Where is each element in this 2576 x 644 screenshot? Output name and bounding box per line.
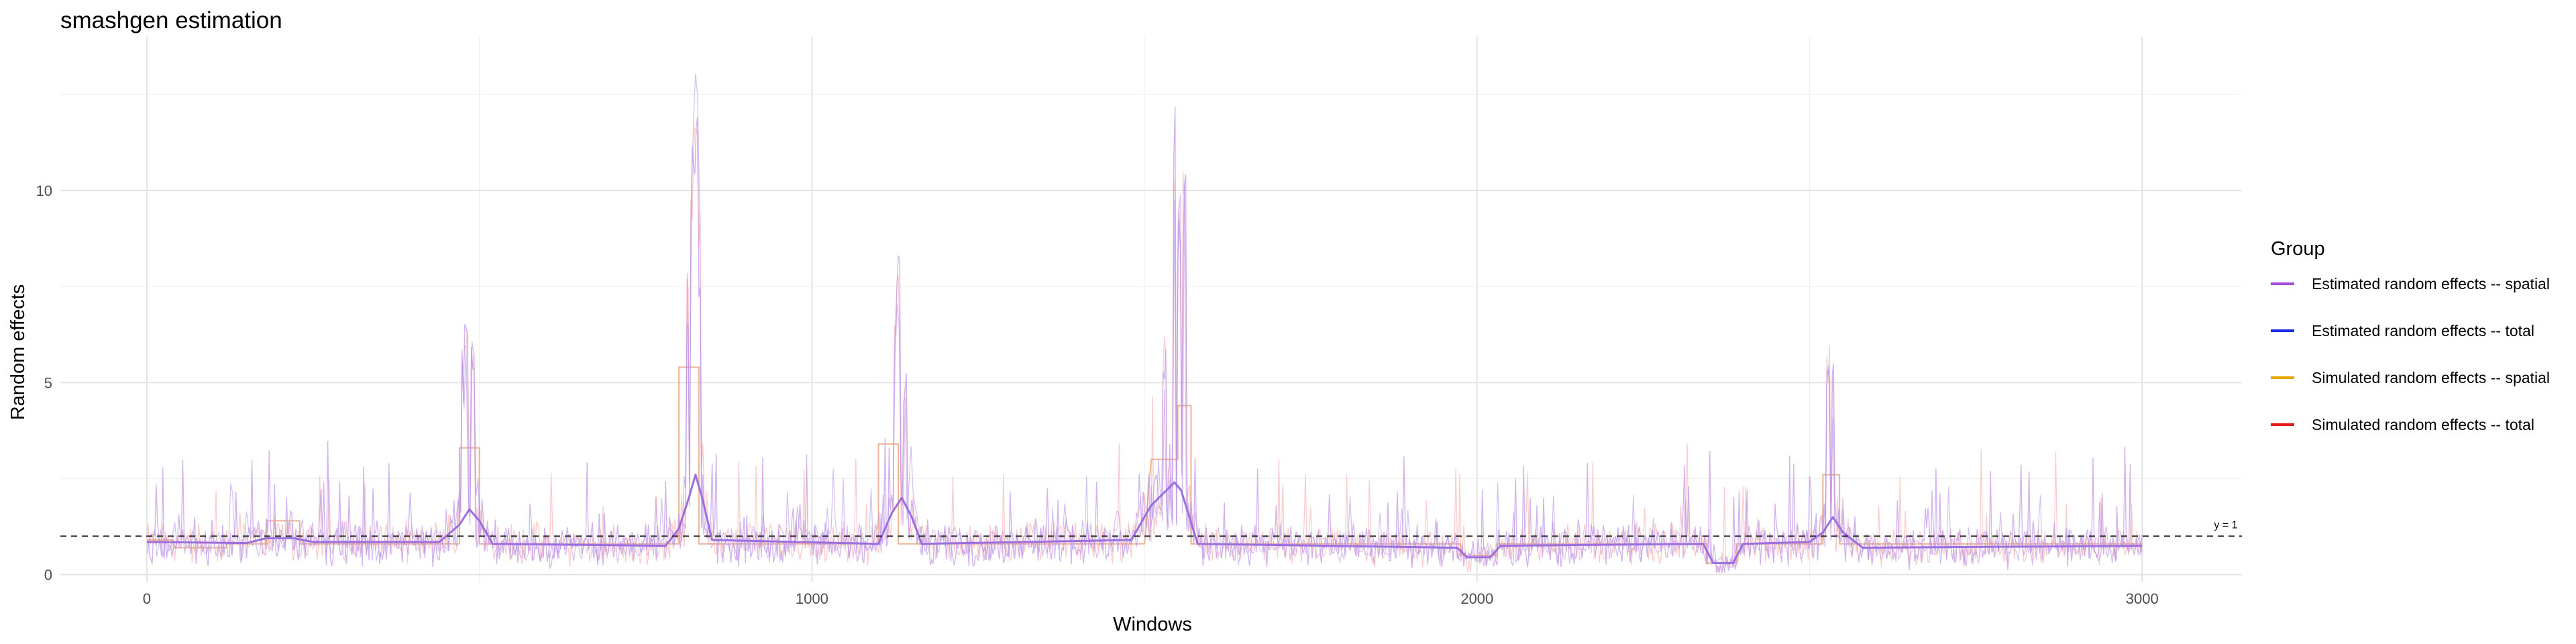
- series-line: [146, 106, 2143, 573]
- x-axis-ticks: 0 1000 2000 3000: [143, 590, 2159, 607]
- y-axis-ticks: 0 5 10: [36, 182, 52, 584]
- legend-label: Estimated random effects -- total: [2312, 322, 2534, 339]
- series-line: [146, 474, 2143, 564]
- x-axis-title: Windows: [1113, 614, 1192, 635]
- reference-line-label: y = 1: [2214, 519, 2237, 531]
- series-estimated: [146, 73, 2143, 573]
- legend-label: Simulated random effects -- total: [2312, 416, 2534, 433]
- y-tick-label: 0: [44, 567, 52, 584]
- x-tick-label: 2000: [1460, 590, 1493, 607]
- grid-major: [60, 37, 2242, 582]
- reference-line: y = 1: [60, 519, 2242, 537]
- x-tick-label: 1000: [796, 590, 828, 607]
- series-smooth: [146, 474, 2143, 564]
- y-tick-label: 10: [36, 182, 52, 199]
- legend-label: Estimated random effects -- spatial: [2312, 275, 2550, 292]
- x-tick-label: 3000: [2126, 590, 2159, 607]
- legend-title: Group: [2271, 238, 2325, 260]
- legend-label: Simulated random effects -- spatial: [2312, 369, 2550, 386]
- legend: Group Estimated random effects -- spatia…: [2271, 238, 2550, 433]
- series-line: [146, 73, 2143, 568]
- y-tick-label: 5: [44, 374, 52, 391]
- chart-title: smashgen estimation: [60, 7, 282, 34]
- grid-minor: [60, 37, 2242, 582]
- y-axis-title: Random effects: [7, 284, 29, 421]
- x-tick-label: 0: [143, 590, 151, 607]
